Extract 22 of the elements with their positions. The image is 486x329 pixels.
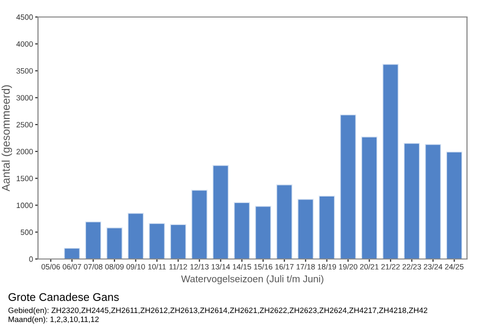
bar <box>212 165 229 259</box>
bar <box>148 223 165 259</box>
bar <box>404 142 420 259</box>
bar <box>234 202 250 259</box>
bar <box>318 196 335 259</box>
x-axis-title: Watervogelseizoen (Juli t/m Juni) <box>181 275 324 284</box>
bar <box>446 152 462 259</box>
bar <box>276 184 292 259</box>
bar <box>382 64 399 259</box>
bar <box>424 144 442 259</box>
bar <box>85 221 102 259</box>
bar <box>64 248 80 259</box>
bar <box>191 190 208 259</box>
text: Grote Canadese Gans <box>8 292 119 301</box>
bar <box>255 206 272 259</box>
y-axis-title: Aantal (gesommeerd) <box>2 85 12 192</box>
bar <box>106 227 123 259</box>
bar <box>361 136 378 259</box>
bar <box>340 114 356 259</box>
bar <box>298 198 314 259</box>
bar <box>170 224 186 259</box>
bar <box>128 212 144 259</box>
